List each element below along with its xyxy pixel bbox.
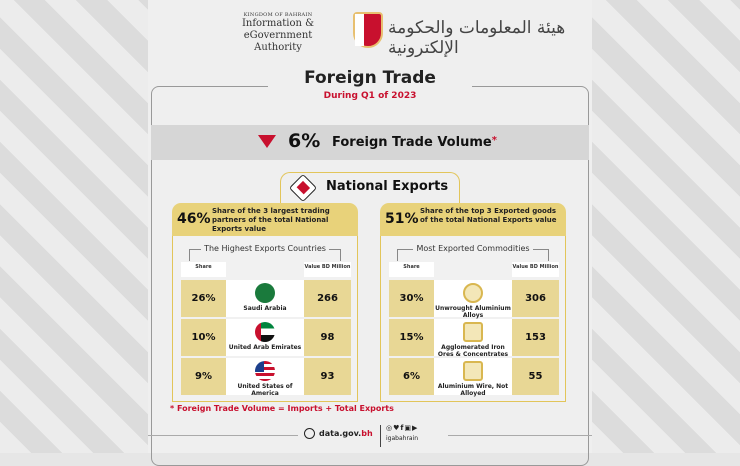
frame-gap (268, 80, 472, 92)
usa-flag-icon (255, 361, 275, 381)
footnote: * Foreign Trade Volume = Imports + Total… (170, 404, 394, 413)
background-pattern-left (0, 0, 148, 453)
table-row: 6% Aluminium Wire, Not Alloyed 55 (389, 358, 559, 397)
commodities-heading: Most Exported Commodities (413, 244, 533, 253)
website-link[interactable]: data.gov.bh (319, 429, 373, 438)
saudi-flag-icon (255, 283, 275, 303)
heading-wrap: Most Exported Commodities (381, 244, 565, 253)
share-cell: 30% (389, 280, 434, 317)
iron-bars-icon (463, 322, 483, 342)
down-triangle-icon (258, 135, 276, 148)
globe-icon (304, 428, 315, 439)
value-cell: 306 (512, 280, 559, 317)
item-name: Unwrought Aluminium Alloys (435, 305, 511, 319)
page-subtitle: During Q1 of 2023 (323, 91, 417, 101)
bahrain-crest-icon (353, 12, 383, 48)
item-name: Agglomerated Iron Ores & Concentrates (437, 344, 509, 358)
org-name-line1: Information & eGovernment (241, 18, 315, 41)
item-cell: United Arab Emirates (226, 319, 304, 356)
org-name-arabic: هيئة المعلومات والحكومة الإلكترونية (388, 18, 566, 58)
kingdom-label: KINGDOM OF BAHRAIN (243, 12, 313, 18)
share-header: Share (389, 262, 434, 277)
page-title: Foreign Trade (304, 68, 436, 88)
heading-wrap: The Highest Exports Countries (173, 244, 357, 253)
countries-heading: The Highest Exports Countries (201, 244, 329, 253)
countries-desc: Share of the 3 largest trading partners … (212, 207, 330, 233)
divider (380, 425, 381, 447)
countries-pct: 46% (177, 211, 211, 227)
value-cell: 98 (304, 319, 351, 356)
commodities-card: 51% Share of the top 3 Exported goods of… (380, 203, 566, 402)
commodities-pct: 51% (385, 211, 419, 227)
item-cell: Saudi Arabia (226, 280, 304, 317)
value-cell: 266 (304, 280, 351, 317)
item-name: Saudi Arabia (243, 305, 287, 312)
countries-card: 46% Share of the 3 largest trading partn… (172, 203, 358, 402)
card-header: 51% Share of the top 3 Exported goods of… (380, 203, 566, 236)
item-cell: Unwrought Aluminium Alloys (434, 280, 512, 319)
share-cell: 10% (181, 319, 226, 356)
value-cell: 55 (512, 358, 559, 395)
card-body: The Highest Exports Countries Share Valu… (172, 236, 358, 402)
wire-spool-icon (463, 361, 483, 381)
table-row: 10% United Arab Emirates 98 (181, 319, 351, 356)
trade-volume-label: Foreign Trade Volume* (332, 135, 497, 150)
share-cell: 9% (181, 358, 226, 395)
table-row: 26% Saudi Arabia 266 (181, 280, 351, 317)
value-header: Value BD Million (304, 262, 351, 277)
item-cell: Agglomerated Iron Ores & Concentrates (434, 319, 512, 358)
value-cell: 93 (304, 358, 351, 395)
share-cell: 6% (389, 358, 434, 395)
trade-volume-value: 6% (288, 130, 321, 152)
share-cell: 26% (181, 280, 226, 317)
value-header: Value BD Million (512, 262, 559, 277)
footer-bg (298, 424, 448, 448)
org-logo-text: KINGDOM OF BAHRAIN Information & eGovern… (208, 12, 348, 54)
commodities-desc: Share of the top 3 Exported goods of the… (420, 207, 557, 224)
share-header: Share (181, 262, 226, 277)
table-row: 9% United States of America 93 (181, 358, 351, 397)
background-pattern-right (592, 0, 740, 453)
infographic: KINGDOM OF BAHRAIN Information & eGovern… (148, 0, 592, 466)
section-title: National Exports (326, 179, 449, 194)
item-cell: United States of America (226, 358, 304, 397)
share-cell: 15% (389, 319, 434, 356)
value-cell: 153 (512, 319, 559, 356)
trade-volume-band (151, 125, 589, 160)
item-name: Aluminium Wire, Not Alloyed (437, 383, 509, 397)
card-header: 46% Share of the 3 largest trading partn… (172, 203, 358, 236)
item-name: United Arab Emirates (228, 344, 302, 351)
item-name: United States of America (237, 383, 293, 397)
table-row: 30% Unwrought Aluminium Alloys 306 (389, 280, 559, 319)
trade-volume-text: Foreign Trade Volume (332, 135, 492, 150)
aluminium-ring-icon (463, 283, 483, 303)
uae-flag-icon (255, 322, 275, 342)
site-tld: bh (361, 429, 373, 438)
asterisk: * (491, 135, 497, 146)
item-cell: Aluminium Wire, Not Alloyed (434, 358, 512, 397)
table-row: 15% Agglomerated Iron Ores & Concentrate… (389, 319, 559, 358)
social-handle: igabahrain (386, 435, 419, 442)
social-icons[interactable]: ◎♥f▣▶ (386, 424, 419, 432)
site-main: data.gov. (319, 429, 362, 438)
org-name-line2: Authority (254, 42, 302, 53)
card-body: Most Exported Commodities Share Value BD… (380, 236, 566, 402)
